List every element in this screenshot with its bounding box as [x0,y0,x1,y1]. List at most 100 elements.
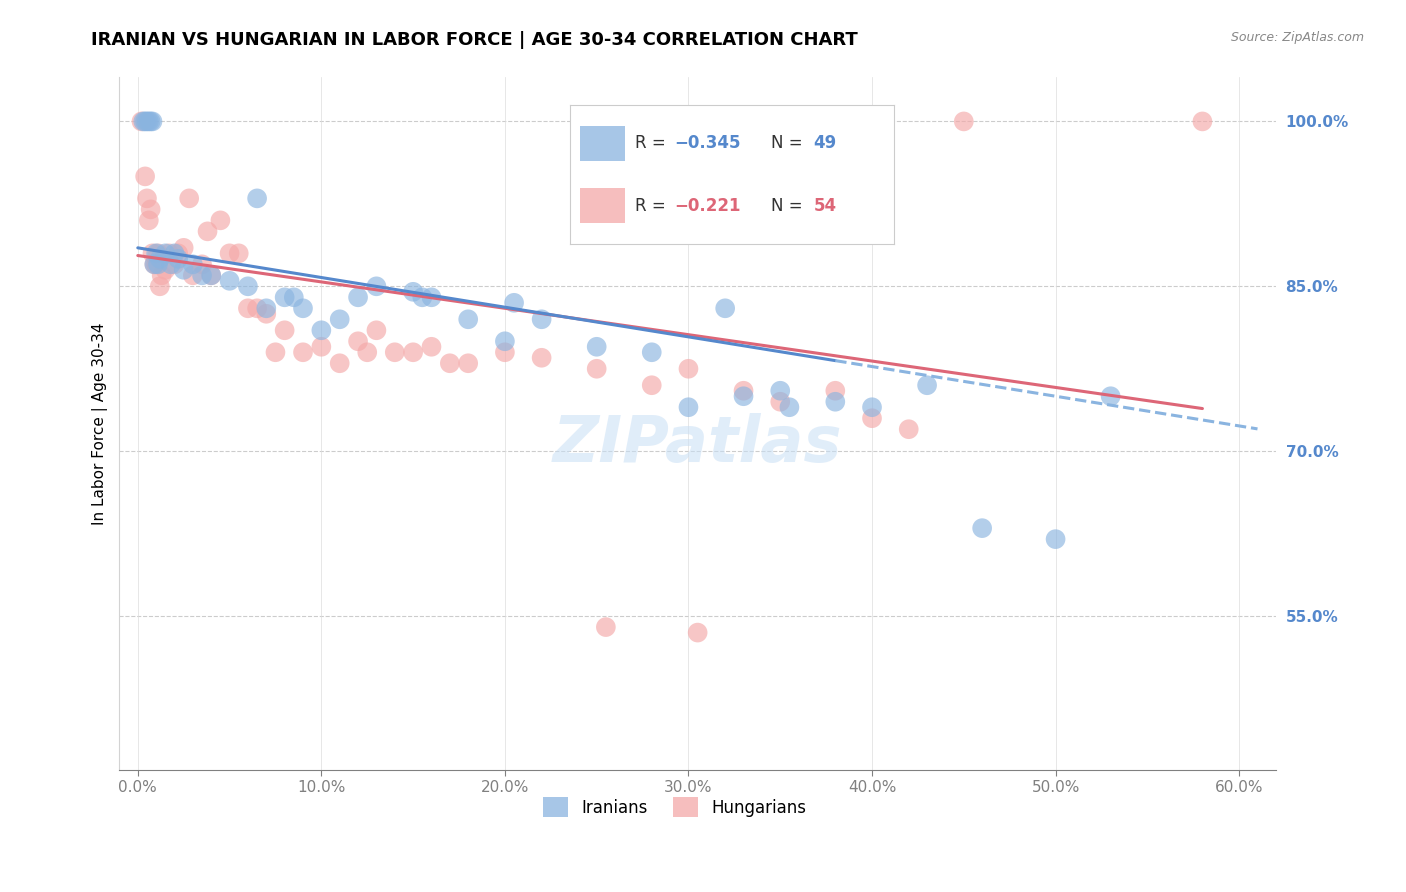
Point [246,301,269,316]
Point [146,246,169,260]
Point [167,252,190,266]
Point [897,422,920,436]
Point [179,191,201,205]
Point [686,625,709,640]
Point [200,268,222,283]
Point [411,290,433,304]
Point [197,224,219,238]
Point [530,351,553,365]
Point [356,345,378,359]
Point [264,345,287,359]
Point [273,323,295,337]
Point [733,389,755,403]
Point [824,394,846,409]
Point [824,384,846,398]
Point [236,279,259,293]
Point [494,334,516,349]
Point [1099,389,1122,403]
Point [595,620,617,634]
Point [246,191,269,205]
Point [131,114,153,128]
Point [678,361,700,376]
Point [157,246,180,260]
Point [915,378,938,392]
Point [402,285,425,299]
Point [141,114,163,128]
Point [254,301,277,316]
Point [384,345,406,359]
Point [138,114,160,128]
Point [347,334,370,349]
Point [366,323,388,337]
Point [173,241,195,255]
Point [585,361,607,376]
Point [236,301,259,316]
Point [134,169,156,184]
Point [457,356,479,370]
Point [181,268,204,283]
Point [952,114,974,128]
Point [155,262,177,277]
Point [439,356,461,370]
Point [218,246,240,260]
Point [494,345,516,359]
Point [141,246,163,260]
Point [292,345,315,359]
Point [366,279,388,293]
Point [1045,532,1067,546]
Point [155,246,177,260]
Point [769,384,792,398]
Point [329,312,352,326]
Point [132,114,155,128]
Point [420,290,443,304]
Point [149,252,172,266]
Point [191,268,214,283]
Point [143,257,166,271]
Point [181,257,204,271]
Point [585,340,607,354]
Point [160,257,183,271]
Text: ZIPatlas: ZIPatlas [553,414,842,475]
Point [150,268,173,283]
Point [311,323,333,337]
Point [678,401,700,415]
Point [641,345,664,359]
Point [273,290,295,304]
Point [311,340,333,354]
Point [209,213,232,227]
Point [714,301,737,316]
Point [860,401,883,415]
Point [191,257,214,271]
Point [254,307,277,321]
Point [146,257,169,271]
Point [503,295,526,310]
Point [778,401,800,415]
Point [218,274,240,288]
Legend: Iranians, Hungarians: Iranians, Hungarians [536,790,813,824]
Point [292,301,315,316]
Point [145,257,167,271]
Point [200,268,222,283]
Point [139,202,162,217]
Point [860,411,883,425]
Point [733,384,755,398]
Point [139,114,162,128]
Point [972,521,994,535]
Point [228,246,250,260]
Point [136,191,159,205]
Point [163,246,186,260]
Point [329,356,352,370]
Text: Source: ZipAtlas.com: Source: ZipAtlas.com [1230,31,1364,45]
Point [149,279,172,293]
Point [143,257,166,271]
Point [138,213,160,227]
Point [134,114,156,128]
Point [163,257,186,271]
Point [530,312,553,326]
Point [347,290,370,304]
Text: IRANIAN VS HUNGARIAN IN LABOR FORCE | AGE 30-34 CORRELATION CHART: IRANIAN VS HUNGARIAN IN LABOR FORCE | AG… [91,31,858,49]
Point [402,345,425,359]
Point [1191,114,1213,128]
Point [641,378,664,392]
Point [457,312,479,326]
